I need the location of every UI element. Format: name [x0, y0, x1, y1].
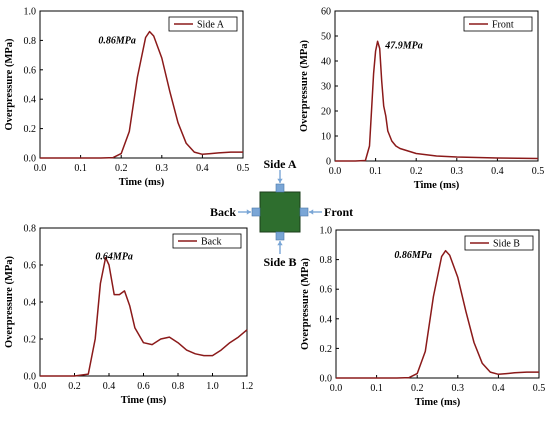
- x-axis-label: Time (ms): [121, 395, 167, 406]
- x-tick-label: 1.2: [241, 381, 254, 392]
- x-tick-label: 0.0: [34, 381, 47, 392]
- series-line-side-a: [40, 30, 243, 159]
- y-tick-label: 0.6: [320, 285, 333, 296]
- arrow-back-head: [246, 209, 251, 215]
- x-tick-label: 0.8: [172, 381, 185, 392]
- x-tick-label: 0.4: [196, 163, 209, 174]
- plot-frame: [334, 10, 539, 162]
- peak-annotation: 0.86MPa: [98, 35, 136, 46]
- x-axis-label: Time (ms): [119, 177, 165, 188]
- y-tick-label: 0.4: [320, 314, 333, 325]
- x-tick-label: 0.6: [137, 381, 150, 392]
- series-line-front: [335, 40, 539, 162]
- legend-box: [172, 233, 242, 249]
- specimen-block: [259, 191, 301, 233]
- specimen-schematic: Side A Side B Back Front: [210, 157, 353, 269]
- y-axis-label: Overpressure (MPa): [299, 39, 310, 132]
- y-tick-label: 0.4: [24, 298, 37, 309]
- y-tick-label: 0.0: [24, 372, 37, 383]
- x-tick-label: 0.2: [410, 166, 423, 177]
- x-tick-label: 0.2: [411, 383, 424, 394]
- legend-label: Back: [201, 237, 222, 248]
- x-tick-label: 0.2: [115, 163, 128, 174]
- x-tick-label: 1.0: [206, 381, 219, 392]
- x-tick-label: 0.0: [329, 166, 342, 177]
- chart-panel-3: 0.0 0.2 0.4 0.6 0.8 1.0 1.2 0.0 0.2 0.4 0.6 0.8 Time…: [4, 224, 253, 407]
- y-tick-label: 0.2: [24, 124, 37, 135]
- x-axis-label: Time (ms): [414, 180, 460, 191]
- y-tick-label: 20: [321, 107, 331, 118]
- y-axis-label: Overpressure (MPa): [4, 255, 15, 348]
- sensor-marker: [275, 231, 285, 241]
- arrow-side-a-head: [277, 178, 283, 183]
- x-tick-label: 0.1: [74, 163, 87, 174]
- legend-label: Side B: [493, 239, 520, 250]
- y-tick-label: 0: [326, 157, 331, 168]
- y-axis-label: Overpressure (MPa): [300, 257, 311, 350]
- x-tick-label: 0.5: [532, 166, 545, 177]
- arrow-front-head: [309, 209, 314, 215]
- x-tick-label: 0.1: [369, 166, 382, 177]
- y-tick-label: 0.2: [24, 335, 37, 346]
- y-tick-label: 0.8: [320, 255, 333, 266]
- series-line-back: [40, 256, 248, 377]
- y-tick-label: 0.8: [24, 36, 37, 47]
- legend-box: [464, 235, 534, 251]
- legend-box: [168, 16, 238, 32]
- y-tick-label: 40: [321, 57, 331, 68]
- sensor-marker: [251, 207, 261, 217]
- chart-panel-1: 0.0 0.1 0.2 0.3 0.4 0.5 0.0 0.2 0.4 0.6 0.8 1.0 Time…: [4, 7, 249, 189]
- y-tick-label: 0.0: [320, 374, 333, 385]
- legend-box: [463, 16, 533, 32]
- x-tick-label: 0.0: [330, 383, 343, 394]
- peak-annotation: 47.9MPa: [384, 41, 423, 52]
- y-tick-label: 0.8: [24, 224, 37, 235]
- plot-frame: [39, 10, 244, 159]
- y-axis-label: Overpressure (MPa): [4, 38, 15, 131]
- x-tick-label: 0.4: [491, 166, 504, 177]
- chart-panel-4: 0.0 0.1 0.2 0.3 0.4 0.5 0.0 0.2 0.4 0.6 0.8 1.0 Time…: [300, 226, 545, 409]
- y-tick-label: 0.2: [320, 344, 333, 355]
- sensor-marker: [275, 183, 285, 193]
- x-axis-label: Time (ms): [415, 397, 461, 408]
- x-tick-label: 0.4: [103, 381, 116, 392]
- y-tick-label: 0.6: [24, 65, 37, 76]
- y-tick-label: 1.0: [24, 7, 37, 18]
- legend-label: Side A: [197, 20, 225, 31]
- y-tick-label: 1.0: [320, 226, 333, 237]
- x-tick-label: 0.0: [34, 163, 47, 174]
- chart-panel-2: 0.0 0.1 0.2 0.3 0.4 0.5 0 10 20 30 40 50 60 Time (ms)…: [299, 7, 544, 192]
- arrow-side-b-head: [277, 241, 283, 246]
- peak-annotation: 0.86MPa: [394, 250, 432, 261]
- legend-label: Front: [492, 20, 514, 31]
- x-tick-label: 0.3: [452, 383, 465, 394]
- x-tick-label: 0.1: [370, 383, 383, 394]
- plot-frame: [335, 229, 540, 379]
- x-tick-label: 0.2: [68, 381, 81, 392]
- y-tick-label: 50: [321, 32, 331, 43]
- label-back: Back: [210, 205, 236, 219]
- x-tick-label: 0.5: [237, 163, 250, 174]
- peak-annotation: 0.64MPa: [95, 251, 133, 262]
- label-side-a: Side A: [263, 157, 296, 171]
- y-tick-label: 30: [321, 82, 331, 93]
- y-tick-label: 60: [321, 7, 331, 18]
- x-tick-label: 0.4: [492, 383, 505, 394]
- y-tick-label: 0.0: [24, 154, 37, 165]
- x-tick-label: 0.5: [533, 383, 546, 394]
- x-tick-label: 0.3: [156, 163, 169, 174]
- x-tick-label: 0.3: [451, 166, 464, 177]
- series-line-side-b: [336, 249, 539, 379]
- label-side-b: Side B: [263, 255, 296, 269]
- y-tick-label: 10: [321, 132, 331, 143]
- sensor-marker: [299, 207, 309, 217]
- y-tick-label: 0.4: [24, 95, 37, 106]
- y-tick-label: 0.6: [24, 261, 37, 272]
- label-front: Front: [324, 205, 353, 219]
